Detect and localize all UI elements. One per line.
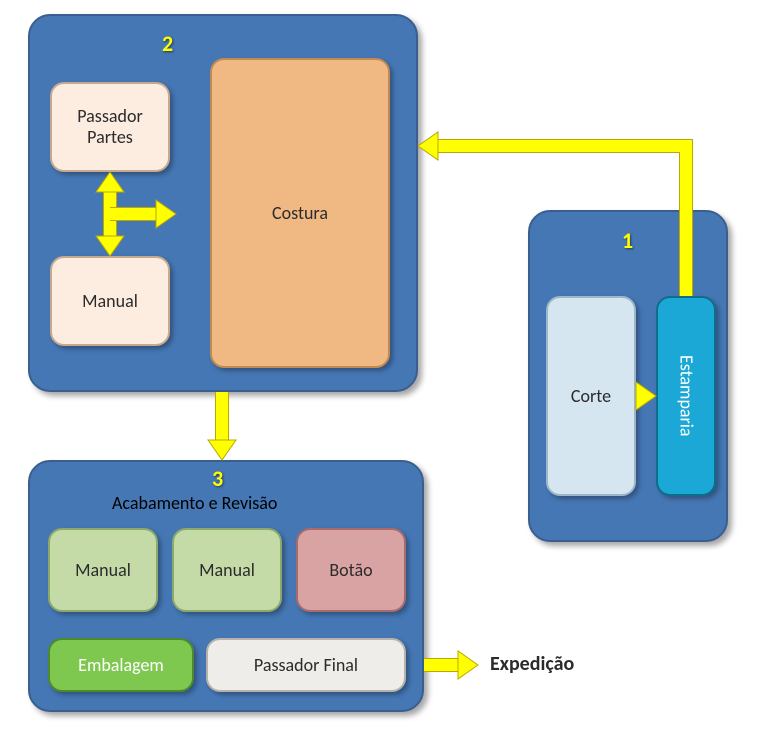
arrow-layer: [0, 0, 761, 731]
